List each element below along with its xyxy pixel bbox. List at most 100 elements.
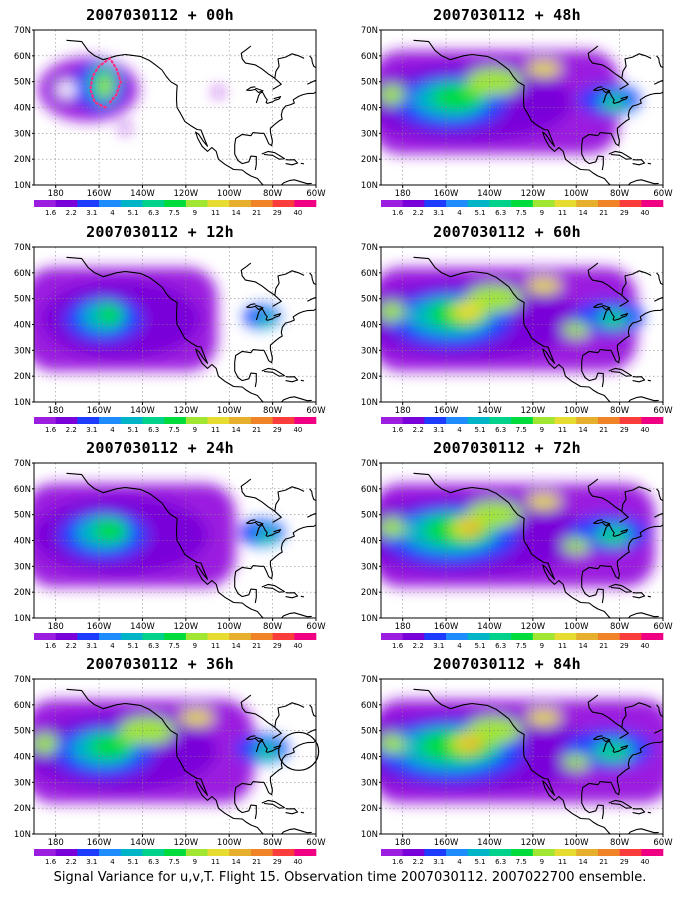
map-panel-84h: 70N 60N 50N 40N 30N 20N 10N 180 160W 140W 120W 100W… — [361, 675, 673, 866]
colorbar-swatch — [619, 849, 642, 856]
variance-field — [381, 699, 663, 803]
lat-tick-label: 20N — [361, 155, 378, 165]
lat-tick-label: 10N — [14, 830, 31, 840]
colorbar-label: 40 — [640, 426, 649, 434]
colorbar-swatch — [619, 417, 642, 424]
colorbar-swatch — [207, 849, 230, 856]
coastline-segment — [240, 45, 282, 90]
field-blob — [562, 753, 591, 770]
colorbar-label: 5.1 — [127, 858, 138, 866]
colorbar-swatch — [532, 200, 555, 207]
lat-tick-label: 20N — [14, 804, 31, 814]
coastline-segment — [307, 272, 316, 302]
colorbar-label: 11 — [211, 858, 220, 866]
coastline-segment — [593, 303, 611, 311]
coastline-segment — [234, 89, 316, 171]
colorbar-label: 1.6 — [392, 209, 404, 217]
colorbar-swatch — [381, 849, 403, 856]
coastline-segment — [608, 799, 633, 809]
lon-tick-label: 80W — [610, 838, 630, 848]
colorbar-label: 11 — [211, 426, 220, 434]
coastline-segment — [621, 486, 652, 512]
coastline-segment — [246, 519, 264, 527]
field-blob — [381, 517, 406, 538]
colorbar-label: 11 — [558, 426, 567, 434]
colorbar-label: 7.5 — [169, 642, 180, 650]
lat-tick-label: 50N — [14, 78, 31, 88]
colorbar-swatch — [294, 417, 317, 424]
colorbar-label: 5.1 — [474, 642, 485, 650]
lon-tick-label: 140W — [477, 406, 502, 416]
field-blob — [120, 123, 131, 134]
field-blob — [34, 733, 59, 754]
lat-tick-label: 60N — [14, 485, 31, 495]
coastline-segment — [608, 150, 633, 160]
lat-tick-label: 10N — [361, 181, 378, 191]
colorbar-swatch — [511, 200, 534, 207]
colorbar-swatch — [446, 633, 469, 640]
colorbar-label: 2.2 — [66, 642, 77, 650]
colorbar-swatch — [99, 200, 122, 207]
panel-72h: 2007030112 + 72h 70N 60N 50N 40N 30N 20N 10N 18… — [357, 437, 697, 655]
colorbar-label: 11 — [211, 642, 220, 650]
colorbar-label: 5.1 — [127, 426, 138, 434]
colorbar-swatch — [185, 417, 208, 424]
coastline-segment — [255, 740, 282, 753]
field-blob — [562, 321, 591, 338]
colorbar-label: 5.1 — [127, 209, 138, 217]
lat-tick-label: 10N — [14, 398, 31, 408]
graticule — [381, 679, 663, 834]
colorbar-label: 29 — [273, 642, 282, 650]
colorbar-label: 1.6 — [45, 426, 57, 434]
coastline-segment — [621, 53, 652, 79]
coastline-segment — [593, 735, 611, 743]
colorbar-label: 7.5 — [516, 426, 527, 434]
lat-tick-label: 30N — [361, 778, 378, 788]
lon-tick-label: 160W — [87, 622, 112, 632]
colorbar-swatch — [576, 417, 599, 424]
colorbar-swatch — [402, 849, 425, 856]
coastline-segment — [632, 592, 646, 599]
colorbar-label: 11 — [558, 209, 567, 217]
colorbar-label: 9 — [540, 209, 544, 217]
colorbar-swatch — [532, 633, 555, 640]
field-blob — [451, 301, 484, 322]
coastline-segment — [608, 583, 633, 593]
lat-tick-label: 30N — [14, 129, 31, 139]
coastline — [66, 472, 316, 618]
variance-field — [381, 267, 645, 371]
coastline-segment — [280, 396, 312, 402]
colorbar-label: 21 — [252, 642, 261, 650]
colorbar-swatch — [402, 200, 425, 207]
flight-track — [89, 56, 122, 109]
colorbar-label: 40 — [640, 858, 649, 866]
colorbar-swatch — [77, 200, 100, 207]
coastline-segment — [632, 376, 646, 383]
coastline-segment — [285, 808, 299, 815]
colorbar-label: 9 — [540, 642, 544, 650]
coastline-segment — [280, 179, 312, 185]
colorbar-swatch — [511, 417, 534, 424]
coastline-segment — [66, 256, 265, 402]
colorbar-swatch — [641, 849, 664, 856]
coastline-segment — [413, 39, 612, 185]
lon-tick-label: 120W — [521, 622, 546, 632]
colorbar-label: 9 — [193, 642, 197, 650]
panel-36h: 2007030112 + 36h 70N 60N 50N 40N 30N 20N 10N 18… — [10, 653, 350, 871]
coastline-segment — [413, 256, 612, 402]
lon-tick-label: 120W — [174, 406, 199, 416]
colorbar-label: 14 — [579, 426, 588, 434]
lat-tick-label: 50N — [361, 295, 378, 305]
lat-tick-label: 50N — [14, 511, 31, 521]
panel-title: 2007030112 + 48h — [433, 6, 581, 24]
colorbar-label: 11 — [558, 642, 567, 650]
colorbar-label: 40 — [293, 858, 302, 866]
colorbar-swatch — [229, 633, 252, 640]
colorbar-label: 7.5 — [169, 209, 180, 217]
colorbar-label: 40 — [293, 642, 302, 650]
colorbar-label: 6.3 — [495, 858, 506, 866]
colorbar-label: 29 — [273, 858, 282, 866]
colorbar-swatch — [554, 633, 577, 640]
colorbar-swatch — [424, 633, 447, 640]
colorbar-label: 2.2 — [66, 426, 77, 434]
